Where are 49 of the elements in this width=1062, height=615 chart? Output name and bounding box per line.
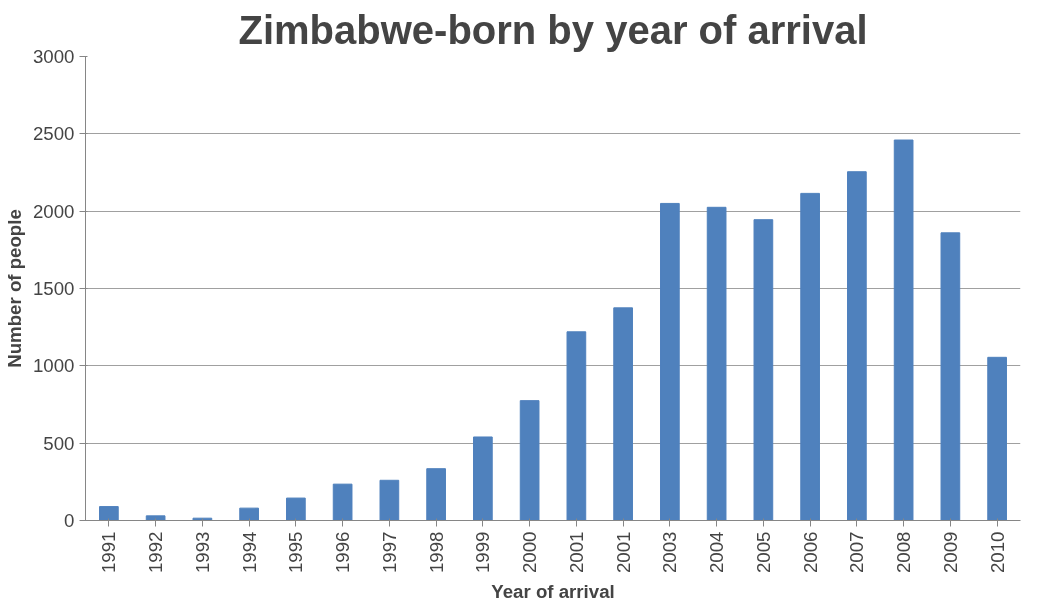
x-tick-label: 1998 bbox=[425, 531, 447, 573]
y-tick-label: 1500 bbox=[33, 278, 75, 299]
bar bbox=[800, 192, 820, 521]
bar bbox=[613, 307, 633, 521]
y-tick-label: 500 bbox=[43, 432, 75, 454]
y-tick-label: 2500 bbox=[33, 123, 75, 145]
bar bbox=[940, 232, 961, 521]
x-tick-label: 1993 bbox=[191, 531, 213, 573]
bar bbox=[145, 515, 166, 521]
y-tick-label: 1000 bbox=[33, 355, 75, 377]
bar bbox=[426, 468, 446, 521]
chart-title: Zimbabwe-born by year of arrival bbox=[238, 7, 868, 52]
bar bbox=[893, 139, 914, 521]
bar bbox=[566, 331, 587, 521]
y-tick-label: 3000 bbox=[33, 46, 75, 67]
x-tick-label: 2005 bbox=[752, 531, 774, 573]
x-tick-label: 2007 bbox=[846, 531, 868, 573]
bar bbox=[987, 356, 1007, 521]
x-tick-label: 2004 bbox=[706, 531, 728, 573]
x-tick-label: 2001 bbox=[565, 531, 587, 573]
bar bbox=[286, 497, 306, 521]
x-tick-label: 1992 bbox=[145, 531, 167, 573]
x-tick-label: 2001 bbox=[612, 531, 634, 573]
bar bbox=[706, 206, 727, 521]
x-tick-label: 1991 bbox=[98, 531, 120, 573]
x-tick-label: 1995 bbox=[285, 531, 307, 573]
x-tick-label: 2008 bbox=[893, 531, 915, 573]
bar bbox=[379, 479, 400, 521]
x-tick-label: 2000 bbox=[519, 531, 541, 573]
bar bbox=[332, 483, 353, 521]
bar bbox=[239, 507, 259, 521]
x-tick-label: 1999 bbox=[472, 531, 494, 573]
x-tick-label: 1996 bbox=[332, 531, 354, 573]
bar bbox=[660, 202, 680, 521]
x-tick-label: 2009 bbox=[939, 531, 961, 573]
bar bbox=[473, 436, 493, 521]
y-tick-label: 0 bbox=[64, 510, 75, 531]
bar bbox=[847, 171, 867, 521]
bar bbox=[519, 400, 540, 521]
bar bbox=[753, 219, 774, 521]
x-tick-label: 1994 bbox=[238, 531, 260, 573]
y-tick-label: 2000 bbox=[33, 200, 75, 222]
x-tick-label: 2010 bbox=[986, 531, 1008, 573]
x-tick-label: 1997 bbox=[378, 531, 400, 573]
x-tick-label: 2003 bbox=[659, 531, 681, 573]
y-axis-title: Number of people bbox=[4, 209, 25, 368]
x-axis-title: Year of arrival bbox=[491, 581, 615, 602]
bar bbox=[99, 506, 119, 521]
x-tick-label: 2006 bbox=[799, 531, 821, 573]
